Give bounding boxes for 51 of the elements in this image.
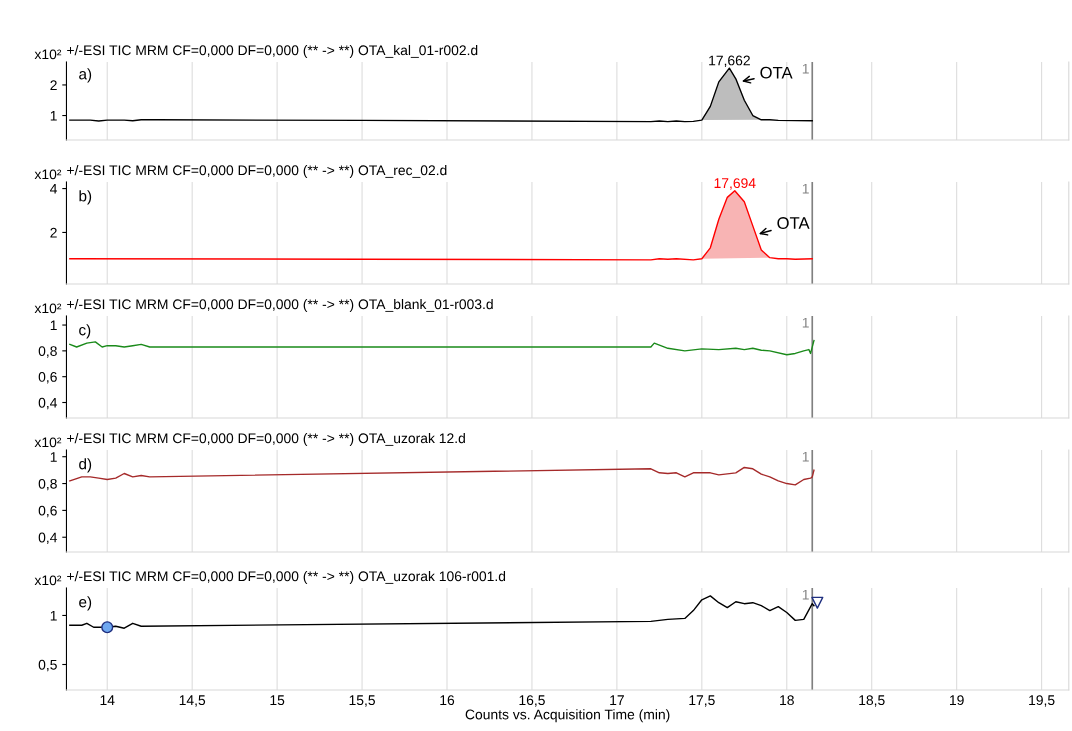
chart-title: +/-ESI TIC MRM CF=0,000 DF=0,000 (** -> **) OTA_blank_01-r003.d: [67, 298, 493, 312]
annotation: c): [79, 324, 91, 339]
annotation: 1: [802, 451, 809, 462]
y-axis-title: x10²: [34, 575, 62, 586]
y-tick-label: 1: [50, 452, 57, 462]
chart-title: +/-ESI TIC MRM CF=0,000 DF=0,000 (** -> **) OTA_uzorak 12.d: [67, 432, 465, 446]
chart-title: +/-ESI TIC MRM CF=0,000 DF=0,000 (** -> **) OTA_rec_02.d: [67, 164, 447, 178]
y-axis-title: x10²: [34, 49, 62, 60]
y-tick-label: 2: [50, 80, 57, 90]
annotation: 1: [802, 589, 809, 600]
x-tick-label: 19,5: [1029, 695, 1055, 707]
annotation: d): [79, 458, 92, 473]
x-tick-label: 15,5: [349, 695, 375, 707]
y-tick-label: 0,4: [38, 532, 58, 545]
x-tick-label: 18: [780, 695, 794, 706]
x-axis-title: Counts vs. Acquisition Time (min): [465, 709, 670, 723]
y-tick-label: 0,8: [38, 346, 57, 358]
annotation: b): [79, 190, 92, 205]
x-tick-label: 16,5: [519, 695, 545, 707]
annotation: OTA: [760, 66, 793, 79]
y-tick-label: 0,4: [38, 397, 58, 410]
y-axis-title: x10²: [34, 303, 62, 314]
x-tick-label: 15: [270, 695, 285, 706]
annotation: 17,694: [714, 178, 756, 190]
x-tick-label: 16: [440, 695, 455, 706]
y-tick-label: 1: [50, 610, 57, 621]
annotation: 17,662: [709, 55, 750, 68]
y-tick-label: 0,8: [38, 478, 57, 491]
x-tick-label: 17,5: [689, 695, 715, 707]
y-tick-label: 0,6: [38, 505, 57, 518]
y-axis-title: x10²: [34, 437, 62, 448]
annotation: OTA: [777, 217, 810, 229]
y-tick-label: 4: [50, 184, 58, 194]
chart-title: +/-ESI TIC MRM CF=0,000 DF=0,000 (** -> **) OTA_kal_01-r002.d: [67, 44, 478, 58]
x-tick-label: 14: [100, 695, 115, 705]
y-tick-label: 0,5: [38, 659, 57, 672]
annotation: 1: [802, 183, 809, 194]
annotation: e): [79, 596, 92, 611]
x-tick-label: 19: [950, 695, 964, 706]
x-tick-label: 14,5: [179, 695, 206, 707]
annotation: 1: [802, 63, 809, 74]
y-tick-label: 1: [50, 111, 57, 121]
y-tick-label: 0,6: [38, 372, 57, 384]
chart-title: +/-ESI TIC MRM CF=0,000 DF=0,000 (** -> **) OTA_uzorak 106-r001.d: [67, 570, 506, 584]
x-tick-label: 18,5: [859, 695, 885, 707]
y-axis-title: x10²: [34, 169, 62, 180]
y-tick-label: 2: [50, 227, 57, 238]
annotation: a): [79, 68, 92, 83]
annotation: 1: [802, 317, 809, 328]
y-tick-label: 1: [50, 320, 57, 331]
x-tick-label: 17: [610, 695, 624, 705]
